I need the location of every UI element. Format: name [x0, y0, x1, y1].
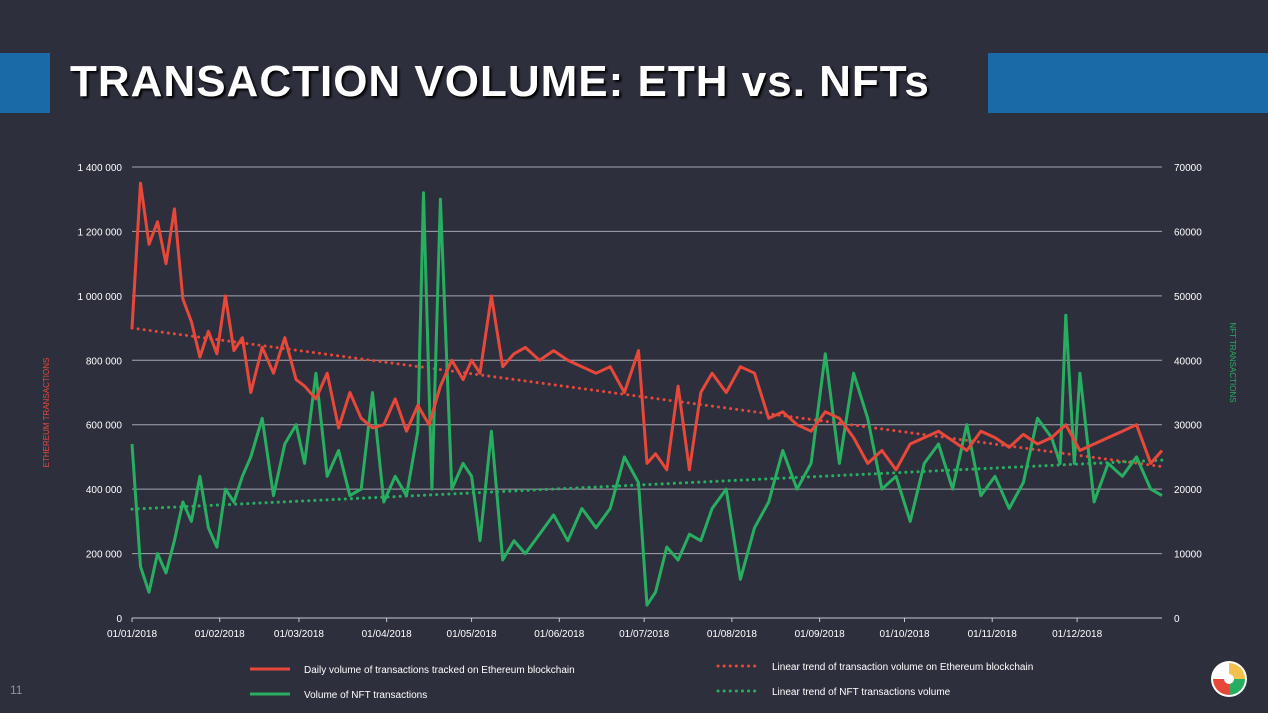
- y-tick-label: 1 000 000: [78, 292, 123, 303]
- slide-title: TRANSACTION VOLUME: ETH vs. NFTs: [70, 57, 930, 106]
- y-tick-label: 1 400 000: [78, 163, 123, 174]
- x-tick-label: 01/11/2018: [968, 629, 1018, 640]
- page-number: 11: [10, 683, 23, 697]
- x-tick-label: 01/07/2018: [619, 629, 669, 640]
- y2-axis-title: NFT TRANSACTIONS: [1228, 322, 1237, 402]
- y-tick-label: 0: [116, 614, 122, 625]
- axes: 0 200 000 400 000 600 000 800 000 1 000 000 1 …: [42, 163, 1237, 640]
- y-tick-label: 1 200 000: [78, 227, 123, 238]
- y2-tick-label: 40000: [1174, 356, 1202, 367]
- x-tick-label: 01/12/2018: [1052, 629, 1102, 640]
- x-tick-label: 01/04/2018: [362, 629, 412, 640]
- y2-tick-label: 30000: [1174, 421, 1202, 432]
- x-tick-label: 01/02/2018: [195, 629, 245, 640]
- series-line: [130, 191, 1163, 607]
- series-lines: [130, 181, 1164, 607]
- header-band-right: [988, 53, 1268, 113]
- y2-tick-label: 20000: [1174, 485, 1202, 496]
- y2-tick-label: 0: [1174, 614, 1180, 625]
- y-tick-label: 400 000: [86, 485, 123, 496]
- y-tick-label: 600 000: [86, 421, 123, 432]
- x-tick-label: 01/06/2018: [534, 629, 584, 640]
- gridlines: [132, 166, 1162, 619]
- legend-label: Linear trend of NFT transactions volume: [772, 687, 951, 698]
- y-tick-label: 800 000: [86, 356, 123, 367]
- y2-tick-label: 70000: [1174, 163, 1202, 174]
- y2-tick-label: 50000: [1174, 292, 1202, 303]
- y2-tick-label: 10000: [1174, 550, 1202, 561]
- x-tick-label: 01/05/2018: [447, 629, 497, 640]
- company-logo: [1211, 661, 1247, 697]
- x-tick-label: 01/01/2018: [107, 629, 157, 640]
- legend-label: Linear trend of transaction volume on Et…: [772, 662, 1033, 673]
- legend-label: Daily volume of transactions tracked on …: [304, 665, 575, 676]
- y2-tick-label: 60000: [1174, 227, 1202, 238]
- header-band-left: [0, 53, 50, 113]
- trend-line: [130, 326, 1164, 469]
- x-tick-label: 01/03/2018: [274, 629, 324, 640]
- legend-label: Volume of NFT transactions: [304, 690, 427, 701]
- y-tick-label: 200 000: [86, 550, 123, 561]
- series-line: [130, 181, 1164, 472]
- legend: Daily volume of transactions tracked on …: [250, 662, 1033, 701]
- y-axis-title: ETHEREUM TRANSACTIONS: [42, 358, 51, 468]
- x-tick-label: 01/08/2018: [707, 629, 757, 640]
- trend-line: [130, 458, 1164, 511]
- x-tick-label: 01/09/2018: [795, 629, 845, 640]
- x-tick-label: 01/10/2018: [879, 629, 929, 640]
